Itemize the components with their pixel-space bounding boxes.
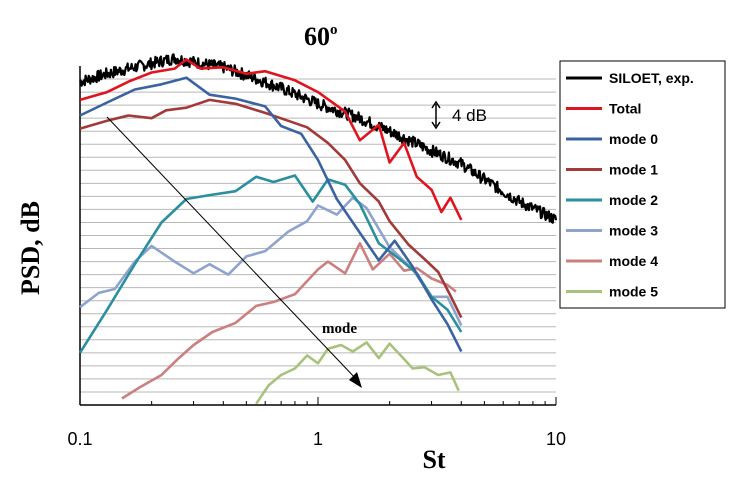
- mode-arrow: mode: [106, 116, 362, 388]
- y-axis-label: PSD, dB: [16, 201, 45, 295]
- series-line-mode-3: [79, 196, 463, 327]
- legend-label: mode 1: [609, 162, 658, 178]
- x-tick-label: 10: [546, 429, 566, 449]
- scale-annotation-label: 4 dB: [452, 106, 487, 125]
- series-line-total: [79, 58, 463, 221]
- legend-label: mode 2: [609, 192, 658, 208]
- legend-label: mode 4: [609, 253, 658, 269]
- x-tick-label: 0.1: [67, 429, 92, 449]
- x-tick-labels: 0.1 1 10: [67, 429, 566, 449]
- x-tick-label: 1: [313, 429, 323, 449]
- series-line-mode-1: [79, 98, 463, 319]
- legend-label: SILOET, exp.: [609, 70, 694, 86]
- scale-annotation: 4 dB: [431, 100, 487, 130]
- series-line-mode-4: [121, 242, 457, 400]
- chart-title: 60o: [304, 22, 338, 51]
- legend-label: mode 0: [609, 131, 658, 147]
- axes: [79, 66, 557, 406]
- series-line-siloet-exp-: [79, 53, 558, 224]
- grid-lines: [80, 78, 556, 393]
- x-axis-label: St: [422, 445, 445, 474]
- legend-label: mode 5: [609, 284, 658, 300]
- series-line-mode-5: [255, 341, 460, 405]
- legend: SILOET, exp. Total mode 0 mode 1 mode 2 mode …: [559, 60, 726, 309]
- mode-arrow-label: mode: [322, 321, 357, 337]
- series-line-mode-2: [78, 174, 463, 354]
- series-lines: [78, 53, 558, 405]
- series-line-mode-0: [79, 76, 463, 353]
- legend-label: Total: [609, 101, 641, 117]
- legend-label: mode 3: [609, 223, 658, 239]
